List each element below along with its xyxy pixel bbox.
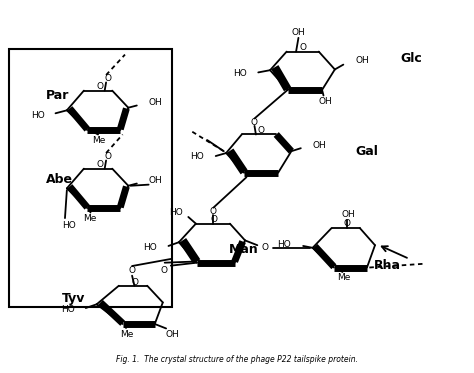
Text: O: O bbox=[299, 43, 306, 52]
Text: OH: OH bbox=[149, 176, 163, 185]
Text: HO: HO bbox=[143, 243, 156, 252]
Text: O: O bbox=[104, 152, 111, 161]
Text: HO: HO bbox=[278, 239, 292, 248]
Text: OH: OH bbox=[292, 28, 305, 37]
Text: Gal: Gal bbox=[355, 145, 378, 158]
Text: O: O bbox=[128, 266, 136, 275]
Text: HO: HO bbox=[190, 152, 204, 161]
Text: O: O bbox=[344, 219, 351, 228]
Text: O: O bbox=[210, 207, 217, 216]
Text: Fig. 1.  The crystal structure of the phage P22 tailspike protein.: Fig. 1. The crystal structure of the pha… bbox=[116, 355, 358, 364]
Text: O: O bbox=[104, 74, 111, 83]
Text: O: O bbox=[132, 278, 139, 286]
Text: Tyv: Tyv bbox=[62, 292, 86, 305]
Text: Abe: Abe bbox=[46, 173, 73, 186]
Text: O: O bbox=[250, 118, 257, 127]
Text: Glc: Glc bbox=[400, 52, 422, 65]
Text: OH: OH bbox=[355, 56, 369, 65]
Text: Me: Me bbox=[83, 214, 96, 223]
Text: OH: OH bbox=[149, 98, 163, 107]
Text: O: O bbox=[97, 160, 104, 169]
Bar bbox=[9, 49, 172, 307]
Text: Me: Me bbox=[120, 329, 133, 339]
Text: OH: OH bbox=[165, 329, 179, 339]
Text: Man: Man bbox=[229, 243, 259, 256]
Text: HO: HO bbox=[62, 221, 76, 230]
Text: Par: Par bbox=[46, 89, 69, 102]
Text: HO: HO bbox=[233, 69, 246, 78]
Text: HO: HO bbox=[61, 305, 74, 314]
Text: Me: Me bbox=[92, 135, 106, 145]
Text: HO: HO bbox=[31, 111, 45, 120]
Text: Rha: Rha bbox=[374, 259, 401, 272]
Text: O: O bbox=[97, 82, 104, 91]
Text: O: O bbox=[262, 242, 269, 251]
Text: OH: OH bbox=[313, 141, 327, 150]
Text: OH: OH bbox=[319, 97, 332, 106]
Text: HO: HO bbox=[169, 208, 182, 217]
Text: O: O bbox=[211, 216, 218, 225]
Text: OH: OH bbox=[341, 210, 355, 219]
Text: O: O bbox=[258, 126, 265, 135]
Text: Me: Me bbox=[337, 273, 350, 282]
Text: O: O bbox=[160, 266, 167, 275]
